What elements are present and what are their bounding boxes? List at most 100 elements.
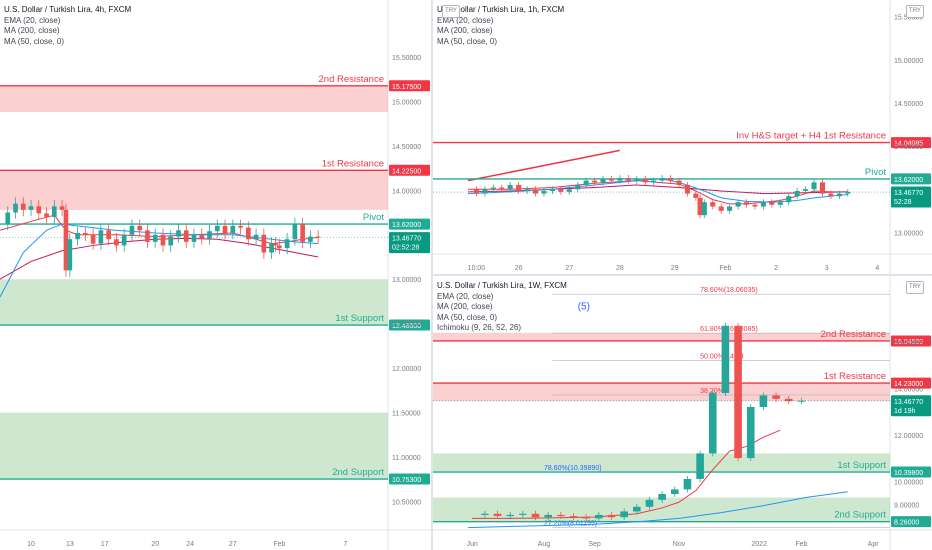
level-price-tag [389, 80, 430, 92]
time-tick-label: 2 [774, 265, 778, 272]
candle-body [617, 178, 623, 181]
candle-body [541, 190, 547, 194]
time-tick-label: 10:00 [468, 265, 486, 272]
time-tick-label: Sep [588, 541, 601, 548]
candle-body [493, 513, 502, 517]
currency-badge[interactable]: TRY [442, 5, 460, 18]
candle-body [152, 234, 158, 242]
indicator-ma50-label[interactable]: MA (50, close, 0) [437, 312, 498, 322]
chart-4h-title: U.S. Dollar / Turkish Lira, 4h, FXCM [4, 5, 132, 14]
level-zone [433, 383, 890, 402]
candle-body [668, 178, 674, 181]
candle-body [90, 234, 96, 244]
candle-body [129, 225, 135, 235]
chart-panel-1h[interactable]: Inv H&S target + H4 1st Resistance 14.040… [433, 0, 932, 274]
candle-body [67, 239, 73, 271]
chart-1h-legend: U.S. Dollar / Turkish Lira, 1h, FXCM EMA… [437, 5, 564, 47]
indicator-ema-label[interactable]: EMA (20, close) [437, 291, 494, 301]
candle-body [121, 234, 127, 246]
level-price-tag [389, 218, 430, 230]
last-price-value: 13.46770 [894, 399, 923, 406]
candle-body [558, 189, 564, 192]
chart-panel-4h[interactable]: 2nd Resistance 15.17500 1st Resistance 14.2… [0, 0, 431, 550]
level-price-tag [891, 173, 931, 185]
candle-body [696, 453, 704, 479]
candle-body [620, 511, 628, 518]
fib-level-label: 78.60%(10.39890) [544, 465, 602, 472]
price-tick-label: 16.00000 [894, 340, 923, 347]
price-tick-label: 15.00000 [894, 58, 923, 65]
price-tick-label: 15.00000 [392, 99, 421, 106]
time-tick-label: 20 [151, 541, 159, 548]
time-tick-label: 27 [229, 541, 237, 548]
indicator-ma200-label[interactable]: MA (200, close) [437, 302, 493, 311]
candle-body [191, 234, 197, 242]
indicator-ichimoku-label[interactable]: Ichimoku (9, 26, 52, 26) [437, 323, 522, 332]
horizontal-divider[interactable] [433, 274, 932, 276]
candle-body [735, 202, 741, 207]
currency-badge[interactable]: TRY [906, 5, 924, 18]
level-label: 2nd Support [332, 467, 384, 478]
fib-level-label: 78.60%(18.06035) [700, 287, 758, 294]
indicator-ema-label[interactable]: EMA (20, close) [437, 15, 494, 25]
indicator-line [472, 429, 781, 519]
indicator-ema-label[interactable]: EMA (20, close) [4, 15, 61, 25]
indicator-ma200-label[interactable]: MA (200, close) [437, 26, 493, 35]
price-tick-label: 11.00000 [392, 455, 421, 462]
candle-body [5, 212, 11, 225]
candle-body [261, 234, 267, 253]
level-label: 1st Resistance [322, 158, 384, 169]
candle-body [608, 178, 615, 181]
candle-body [137, 225, 143, 231]
candle-body [845, 191, 851, 194]
last-price-value: 13.46770 [894, 190, 923, 197]
level-label: Inv H&S target + H4 1st Resistance [736, 131, 886, 142]
candle-body [36, 206, 42, 214]
candle-body [269, 243, 274, 253]
candle-body [516, 184, 522, 191]
price-tick-label: 12.50000 [392, 322, 421, 329]
time-tick-label: 26 [515, 265, 523, 272]
candle-body [634, 178, 640, 181]
time-tick-label: 28 [616, 265, 624, 272]
price-tick-label: 11.50000 [392, 411, 421, 418]
chart-1w-legend: U.S. Dollar / Turkish Lira, 1W, FXCM EMA… [437, 281, 567, 334]
indicator-ma50-label[interactable]: MA (50, close, 0) [4, 36, 65, 46]
level-price-tag [891, 335, 931, 347]
level-zone [433, 453, 890, 473]
candle-body [676, 180, 682, 185]
indicator-ma200-label[interactable]: MA (200, close) [4, 26, 60, 35]
candle-body [284, 239, 290, 249]
price-tick-label: 9.00000 [894, 502, 919, 509]
time-tick-label: 10 [27, 541, 35, 548]
candle-body [811, 182, 817, 190]
candle-body [13, 203, 18, 213]
candle-body [160, 234, 166, 246]
level-price-tag [389, 473, 430, 485]
price-tick-label: 14.00000 [392, 188, 421, 195]
candle-body [777, 202, 783, 205]
candle-body [214, 225, 220, 232]
candle-body [222, 225, 228, 233]
time-tick-label: Feb [719, 265, 731, 272]
fib-level-label: 38.20%( [700, 388, 727, 395]
candle-body [106, 230, 111, 240]
candle-body [481, 513, 489, 515]
last-price-timer: 02:52:28 [392, 245, 419, 252]
chart-panel-1w[interactable]: 78.60%(18.06035)61.80%(16.38085)50.00%(1… [433, 276, 932, 550]
vertical-divider[interactable] [431, 0, 433, 550]
chart-4h-canvas: 2nd Resistance 15.17500 1st Resistance 14.2… [0, 0, 431, 550]
time-tick-label: Feb [795, 541, 807, 548]
indicator-line [467, 178, 848, 203]
level-price-tag [891, 137, 931, 149]
candle-body [710, 202, 716, 207]
candle-body [633, 506, 641, 512]
indicator-ma50-label[interactable]: MA (50, close, 0) [437, 36, 498, 46]
candle-body [44, 213, 49, 217]
chart-1h-canvas: Inv H&S target + H4 1st Resistance 14.040… [433, 0, 932, 274]
candle-body [506, 514, 514, 517]
candle-body [836, 193, 842, 197]
candle-body [83, 232, 88, 235]
currency-badge[interactable]: TRY [906, 281, 924, 294]
level-price-text: 15.17500 [392, 84, 421, 91]
